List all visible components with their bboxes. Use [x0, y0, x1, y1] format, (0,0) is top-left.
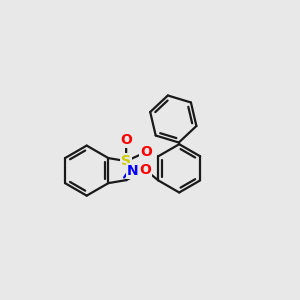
Text: N: N [127, 164, 139, 178]
Text: O: O [120, 133, 132, 147]
Text: O: O [140, 163, 151, 177]
Text: O: O [140, 145, 152, 159]
Text: S: S [121, 154, 131, 168]
